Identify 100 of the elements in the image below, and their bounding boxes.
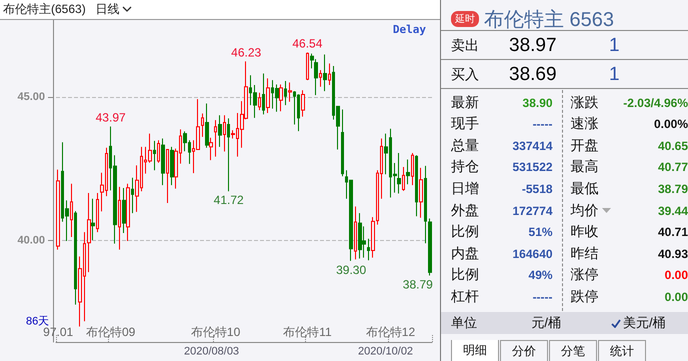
candlestick: [402, 166, 405, 192]
candlestick: [358, 212, 362, 260]
text: 337414: [512, 138, 553, 153]
candlestick: [74, 210, 77, 306]
candlestick: [227, 118, 230, 192]
y-tick-label: 45.00: [17, 90, 45, 103]
candlestick: [131, 177, 134, 214]
text: 86天: [26, 316, 50, 328]
text: 最低: [570, 180, 600, 198]
text: 39.44: [656, 204, 688, 218]
text: 比例: [451, 266, 480, 284]
text: 38.90: [522, 96, 553, 110]
candlestick: [87, 192, 91, 273]
candlestick: [223, 114, 226, 152]
chart-title: 布伦特主(6563): [3, 1, 86, 18]
text: 40.93: [656, 246, 688, 261]
text: -5518: [520, 182, 553, 196]
candlestick: [56, 169, 60, 250]
candlestick: [161, 138, 165, 186]
text: 1: [609, 64, 620, 86]
text: 分笔: [549, 340, 597, 361]
text: 最高: [570, 158, 600, 176]
candlestick: [406, 159, 410, 185]
annotation: Delay: [392, 23, 426, 36]
candlestick: [91, 198, 95, 241]
text: 38.69: [509, 64, 558, 86]
candlestick: [428, 218, 432, 276]
text: 单位: [451, 314, 478, 332]
annotation: 39.30: [336, 262, 366, 277]
candlestick: [424, 165, 427, 244]
candlestick: [70, 183, 73, 238]
text: -2.03/4.96%: [622, 96, 688, 110]
text: 布伦特主 6563: [484, 8, 614, 32]
text: 40.71: [656, 225, 688, 240]
text: 内盘: [451, 244, 480, 263]
text: 分价: [500, 340, 548, 361]
text: 外盘: [451, 202, 480, 220]
text: 40.77: [656, 160, 688, 174]
text: 涨停: [570, 266, 600, 284]
text: 172774: [512, 204, 553, 218]
candlestick: [126, 183, 130, 242]
candlestick: [367, 238, 370, 261]
text: 速涨: [570, 115, 600, 134]
text: 2020/10/02: [358, 346, 414, 358]
candlestick: [275, 84, 279, 112]
text: 2020/08/03: [184, 346, 240, 358]
annotation: 38.79: [402, 278, 434, 292]
y-tick-label: 40.00: [17, 234, 45, 247]
text: 1: [609, 34, 620, 56]
candlestick: [266, 78, 270, 114]
text: 昨结: [570, 244, 600, 263]
candlestick: [279, 84, 283, 112]
text: 日增: [451, 180, 480, 198]
candlestick: [170, 146, 174, 186]
candlestick: [319, 70, 322, 88]
annotation: 46.54: [292, 36, 323, 51]
candlestick: [258, 92, 261, 111]
candlestick: [397, 152, 401, 194]
text: 涨跌: [570, 94, 600, 112]
text: 0.00%: [652, 117, 688, 132]
candlestick: [415, 154, 418, 217]
x-tick-label: 布伦特12: [366, 325, 416, 339]
candlestick: [288, 82, 292, 102]
candlestick: [153, 140, 156, 171]
text: 元/桶: [530, 314, 561, 332]
text: 现手: [451, 115, 480, 134]
text: 38.97: [509, 34, 558, 56]
x-tick-label: 布伦特11: [283, 325, 332, 339]
text: 昨收: [570, 223, 600, 242]
candlestick: [371, 216, 375, 258]
text: 比例: [451, 223, 480, 242]
candlestick: [166, 148, 169, 204]
text: -----: [532, 290, 553, 304]
candlestick: [157, 140, 160, 164]
candlestick: [411, 152, 414, 186]
candlestick: [214, 120, 217, 158]
text: -----: [532, 117, 553, 132]
text: 51%: [528, 225, 553, 240]
text: 0.00: [664, 290, 688, 304]
x-tick-label: 布伦特10: [190, 325, 241, 339]
annotation: 46.23: [231, 45, 262, 60]
text: 均价: [570, 202, 600, 220]
text: 49%: [528, 268, 553, 282]
annotation: 41.72: [214, 193, 244, 208]
text: 164640: [512, 246, 553, 261]
candlestick: [209, 137, 213, 161]
candlestick: [306, 52, 309, 81]
text: 跌停: [570, 288, 600, 306]
annotation: 43.97: [96, 110, 126, 124]
candlestick: [297, 94, 300, 132]
candlestick: [301, 90, 305, 118]
text: 延时: [451, 11, 479, 27]
candlestick: [96, 192, 99, 233]
text: 最新: [451, 94, 480, 112]
text: 美元/桶: [623, 314, 666, 332]
candlestick: [354, 206, 357, 260]
text: 总量: [451, 136, 480, 155]
candlestick: [323, 54, 327, 92]
x-tick-label: 布伦特09: [86, 325, 136, 339]
candlestick: [262, 73, 265, 115]
